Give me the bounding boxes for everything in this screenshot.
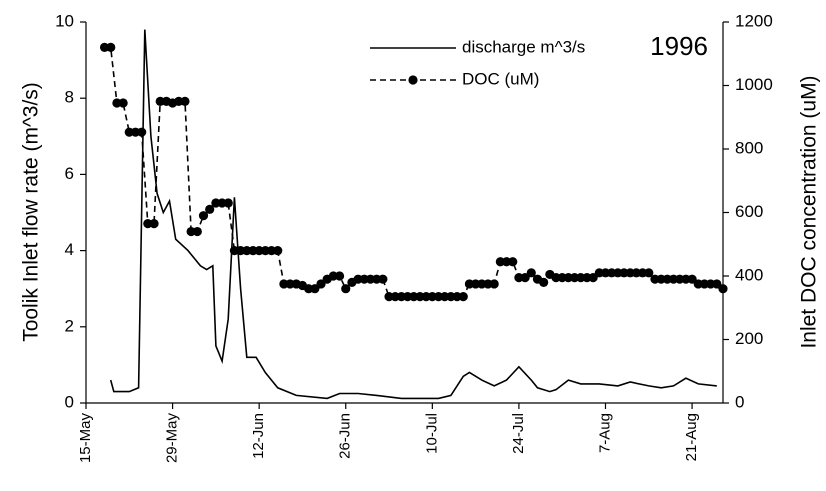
y-axis-title: Toolik Inlet flow rate (m^3/s) <box>20 82 43 342</box>
data-point <box>458 292 468 302</box>
data-point <box>341 284 351 294</box>
legend-label: discharge m^3/s <box>462 37 585 56</box>
x-tick-label: 29-May <box>164 413 181 464</box>
data-point <box>539 277 549 287</box>
x-tick-label: 21-Aug <box>683 413 700 461</box>
data-point <box>118 98 128 108</box>
y-tick-label: 6 <box>65 164 74 183</box>
x-tick-label: 26-Jun <box>337 413 354 459</box>
y-tick-label: 8 <box>65 88 74 107</box>
y2-tick-label: 1000 <box>735 75 773 94</box>
data-point <box>106 42 116 53</box>
x-tick-label: 24-Jul <box>510 413 527 454</box>
series-line <box>109 29 717 400</box>
legend-label: DOC (uM) <box>462 69 539 88</box>
data-point <box>205 204 215 214</box>
data-point <box>718 284 728 294</box>
x-tick-label: 12-Jun <box>250 413 267 459</box>
y2-tick-label: 600 <box>735 202 763 221</box>
data-point <box>149 219 159 229</box>
y-tick-label: 10 <box>55 11 74 30</box>
data-point <box>644 268 654 278</box>
data-point <box>378 274 388 284</box>
data-point <box>489 279 499 289</box>
y2-tick-label: 400 <box>735 265 763 284</box>
data-point <box>137 127 147 137</box>
data-point <box>526 268 536 278</box>
x-tick-label: 15-May <box>77 413 94 464</box>
y2-tick-label: 200 <box>735 329 763 348</box>
y-tick-label: 2 <box>65 316 74 335</box>
x-tick-label: 7-Aug <box>596 413 613 453</box>
annotation: 1996 <box>650 31 708 61</box>
data-point <box>273 246 283 256</box>
data-point <box>198 211 209 221</box>
y2-tick-label: 800 <box>735 138 763 157</box>
y2-tick-label: 0 <box>735 392 744 411</box>
y2-axis-title: Inlet DOC concentration (uM) <box>798 75 821 348</box>
plot-area <box>99 29 728 400</box>
data-point <box>223 198 233 208</box>
data-point <box>508 257 518 267</box>
y-tick-label: 4 <box>65 240 74 259</box>
y2-tick-label: 1200 <box>735 11 773 30</box>
data-point <box>180 96 190 106</box>
legend-marker <box>408 75 418 85</box>
x-tick-label: 10-Jul <box>423 413 440 454</box>
data-point <box>334 271 345 281</box>
data-point <box>192 226 202 237</box>
y-tick-label: 0 <box>65 392 74 411</box>
